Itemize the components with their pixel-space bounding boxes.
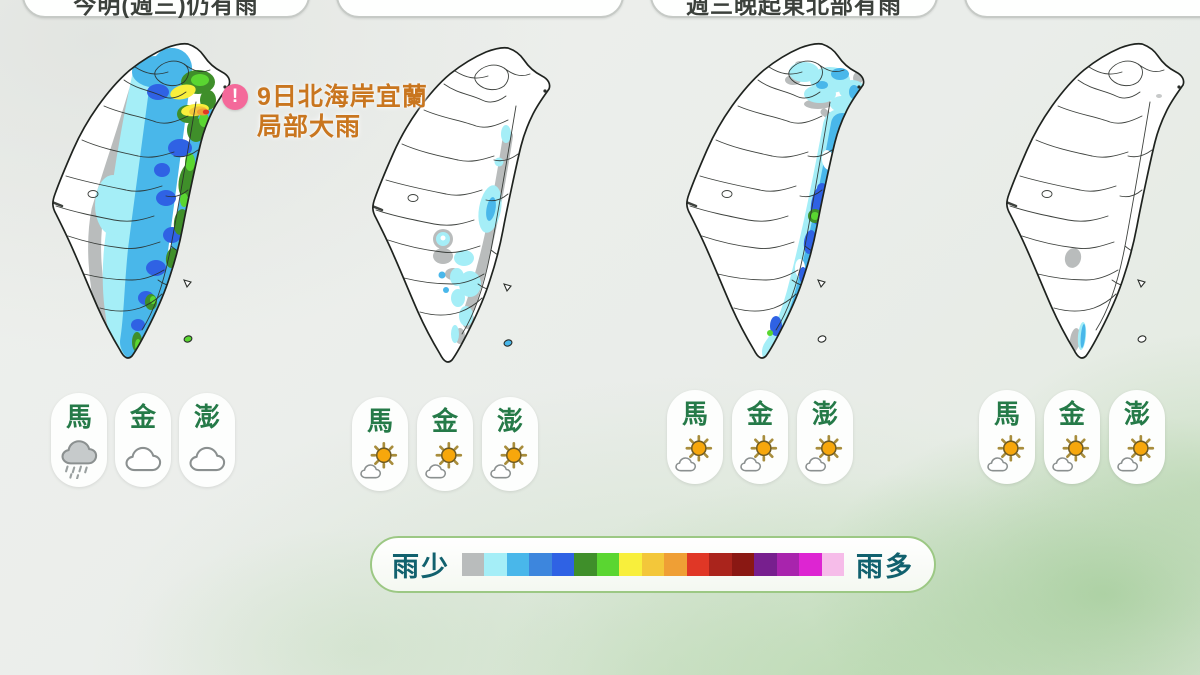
island-weather-card-penghu: 澎 — [179, 393, 235, 487]
sun-cloud-icon — [672, 432, 718, 476]
forecast-period-label: 今明(週三)仍有雨 — [73, 0, 259, 18]
rain-warning-line1: 9日北海岸宜蘭 — [257, 83, 428, 111]
sun-cloud-icon — [357, 439, 403, 483]
island-label: 澎 — [496, 406, 523, 436]
legend-less-label: 雨少 — [392, 552, 450, 582]
legend-color-step — [462, 553, 485, 576]
sun-cloud-icon — [984, 432, 1030, 476]
orchid-island — [817, 335, 827, 343]
island-label: 金 — [1058, 399, 1085, 429]
legend-color-step — [709, 553, 732, 576]
legend-color-step — [799, 553, 822, 576]
forecast-period-pill-4 — [964, 0, 1200, 18]
rain-warning-line2: 局部大雨 — [257, 113, 362, 141]
rain-overlay — [1006, 43, 1184, 359]
island-weather-card-matsu: 馬 — [667, 390, 723, 484]
rain-warning-annotation: ! 9日北海岸宜蘭 局部大雨 — [222, 82, 428, 142]
island-label: 馬 — [993, 399, 1020, 429]
island-label: 金 — [746, 399, 773, 429]
legend-color-step — [776, 553, 800, 576]
island-label: 金 — [431, 406, 458, 436]
island-label: 澎 — [1123, 399, 1150, 429]
rain-intensity-legend: 雨少 雨多 — [370, 536, 936, 593]
cloud-icon — [120, 435, 166, 479]
island-label: 金 — [129, 402, 156, 432]
island-label: 馬 — [366, 406, 393, 436]
forecast-period-label: 週三晚起東北部有雨 — [686, 0, 902, 18]
legend-color-step — [551, 553, 575, 576]
island-weather-card-penghu: 澎 — [1109, 390, 1165, 484]
taiwan-rain-map-1 — [52, 42, 231, 359]
cloud-icon — [184, 435, 230, 479]
legend-color-step — [619, 553, 642, 576]
legend-color-step — [664, 553, 687, 576]
island-label: 澎 — [193, 402, 220, 432]
sun-cloud-icon — [1114, 432, 1160, 476]
taiwan-rain-map-4 — [1006, 42, 1185, 359]
sun-cloud-icon — [422, 439, 468, 483]
forecast-period-pill-2 — [336, 0, 624, 18]
sun-cloud-icon — [487, 439, 533, 483]
island-label: 馬 — [681, 399, 708, 429]
island-weather-card-matsu: 馬 — [51, 393, 107, 487]
rain-warning-text: 9日北海岸宜蘭 局部大雨 — [257, 82, 428, 142]
legend-color-step — [686, 553, 710, 576]
legend-color-step — [596, 553, 620, 576]
island-weather-card-matsu: 馬 — [352, 397, 408, 491]
island-weather-card-kinmen: 金 — [732, 390, 788, 484]
legend-color-step — [641, 553, 665, 576]
legend-color-step — [754, 553, 777, 576]
island-weather-card-penghu: 澎 — [797, 390, 853, 484]
legend-color-step — [529, 553, 552, 576]
legend-color-step — [821, 553, 844, 576]
sun-cloud-icon — [1049, 432, 1095, 476]
island-label: 馬 — [65, 402, 92, 432]
legend-color-step — [574, 553, 597, 576]
legend-colorbar — [462, 553, 844, 576]
island-weather-card-kinmen: 金 — [115, 393, 171, 487]
island-label: 澎 — [811, 399, 838, 429]
island-weather-card-matsu: 馬 — [979, 390, 1035, 484]
island-weather-card-kinmen: 金 — [1044, 390, 1100, 484]
island-weather-card-kinmen: 金 — [417, 397, 473, 491]
forecast-period-pill-1: 今明(週三)仍有雨 — [22, 0, 310, 18]
exclamation-icon: ! — [222, 84, 248, 110]
taiwan-rain-map-3 — [686, 42, 865, 359]
legend-color-step — [731, 553, 755, 576]
legend-color-step — [506, 553, 530, 576]
rain-overlay — [686, 43, 864, 359]
orchid-island — [503, 339, 513, 347]
sun-cloud-icon — [737, 432, 783, 476]
island-weather-card-penghu: 澎 — [482, 397, 538, 491]
rain-cloud-icon — [56, 435, 102, 479]
legend-more-label: 雨多 — [856, 552, 914, 582]
taiwan-rain-map-2 — [372, 46, 551, 363]
legend-color-step — [484, 553, 507, 576]
sun-cloud-icon — [802, 432, 848, 476]
orchid-island — [1137, 335, 1147, 343]
orchid-island — [183, 335, 193, 343]
forecast-period-pill-3: 週三晚起東北部有雨 — [650, 0, 938, 18]
